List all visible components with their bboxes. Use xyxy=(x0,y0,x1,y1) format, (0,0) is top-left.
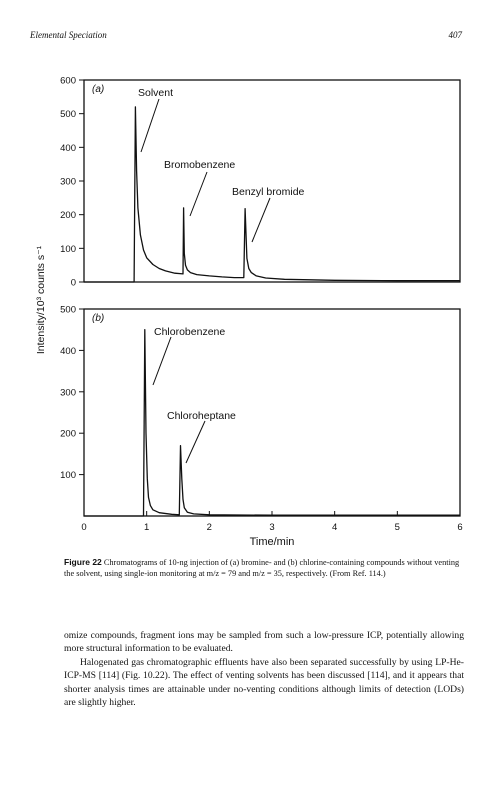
peak-leader-line xyxy=(251,197,271,243)
y-tick-label: 200 xyxy=(60,429,76,440)
y-tick-label: 400 xyxy=(60,346,76,357)
peak-annotation: Chloroheptane xyxy=(167,410,236,422)
plot-frame-1 xyxy=(83,79,461,283)
peak-leader-line xyxy=(185,420,206,464)
figure-caption: Figure 22 Chromatograms of 10-ng injecti… xyxy=(64,557,464,579)
x-tick-label: 5 xyxy=(395,522,400,533)
x-tick-label: 1 xyxy=(144,522,149,533)
y-tick-label: 200 xyxy=(60,210,76,221)
y-tick-label: 0 xyxy=(71,278,76,289)
running-head-title: Elemental Speciation xyxy=(30,30,107,40)
y-axis-title: Intensity/10³ counts s⁻¹ xyxy=(35,245,47,354)
peak-leader-line xyxy=(189,171,208,217)
peak-annotation: Bromobenzene xyxy=(164,159,235,171)
chromatogram-trace-1 xyxy=(84,106,460,283)
y-tick-label: 500 xyxy=(60,109,76,120)
body-paragraph-2: Halogenated gas chromatographic effluent… xyxy=(64,656,464,709)
y-tick-label: 100 xyxy=(60,244,76,255)
x-tick-label: 6 xyxy=(457,522,462,533)
y-tick-label: 600 xyxy=(60,76,76,87)
chromatogram-figure: 0 100 200 300 400 500 600 (a) Solvent Bromobenzen… xyxy=(35,76,463,549)
y-tick-label: 100 xyxy=(60,470,76,481)
x-tick-label: 3 xyxy=(269,522,274,533)
peak-leader-line xyxy=(140,98,160,153)
page-number: 407 xyxy=(448,30,463,40)
y-tick-label: 300 xyxy=(60,387,76,398)
body-paragraph-1: omize compounds, fragment ions may be sa… xyxy=(64,630,464,655)
plot-frame-2 xyxy=(83,308,461,517)
x-tick-label: 4 xyxy=(332,522,337,533)
y-tick-label: 500 xyxy=(60,305,76,316)
peak-annotation: Chlorobenzene xyxy=(154,326,225,338)
panel-label: (b) xyxy=(92,313,104,324)
y-tick-label: 300 xyxy=(60,177,76,188)
peak-leader-line xyxy=(152,336,172,386)
x-tick-label: 2 xyxy=(207,522,212,533)
running-head: Elemental Speciation 407 xyxy=(30,30,462,44)
figure-caption-text: Chromatograms of 10-ng injection of (a) … xyxy=(64,558,460,578)
chromatogram-trace-2 xyxy=(84,329,460,517)
body-text: omize compounds, fragment ions may be sa… xyxy=(64,629,464,709)
peak-annotation: Solvent xyxy=(138,87,173,99)
x-tick-label: 0 xyxy=(81,522,86,533)
x-axis-title: Time/min xyxy=(250,536,295,548)
panel-label: (a) xyxy=(92,84,104,95)
y-tick-label: 400 xyxy=(60,143,76,154)
figure-caption-label: Figure 22 xyxy=(64,557,102,567)
peak-annotation: Benzyl bromide xyxy=(232,186,305,198)
